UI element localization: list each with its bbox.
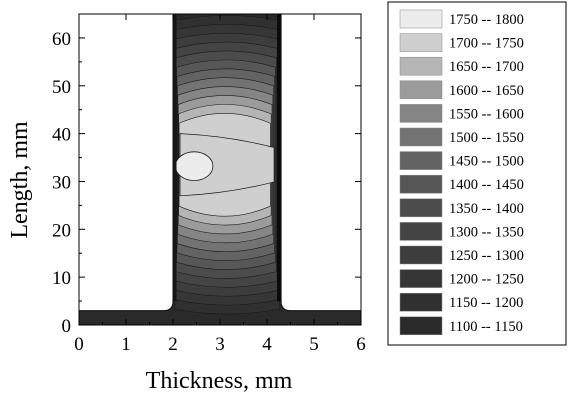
legend-label: 1200 -- 1250 [449,272,524,288]
legend-swatch [399,222,443,241]
legend-swatch [399,104,443,123]
y-tick-label: 60 [52,29,71,50]
x-tick-label: 3 [215,334,225,355]
y-tick-label: 50 [52,77,71,98]
x-tick-label: 4 [262,334,272,355]
legend-label: 1550 -- 1600 [449,106,524,122]
legend-swatch [399,198,443,218]
legend-swatch [399,174,443,194]
y-tick-label: 30 [52,172,71,193]
x-tick-label: 5 [309,334,319,355]
legend-label: 1500 -- 1550 [449,130,524,146]
legend-swatch [399,269,443,288]
legend-label: 1350 -- 1400 [449,201,524,217]
legend-label: 1300 -- 1350 [449,224,524,240]
y-tick-label: 10 [52,268,71,289]
y-tick-label: 0 [62,316,72,337]
legend-swatch [399,127,443,147]
x-axis-title: Thickness, mm [146,368,293,394]
legend-label: 1100 -- 1150 [449,319,523,335]
legend: 1750 -- 1800 1700 -- 1750 1650 -- 1700 1600… [387,1,567,346]
y-tick-label: 20 [52,220,71,241]
legend-label: 1400 -- 1450 [449,177,524,193]
legend-swatch [399,245,443,265]
legend-swatch [399,9,443,29]
legend-label: 1750 -- 1800 [449,12,524,28]
y-tick-label: 40 [52,125,71,146]
legend-label: 1450 -- 1500 [449,154,524,170]
legend-label: 1250 -- 1300 [449,248,524,264]
legend-swatch [399,316,443,336]
peak-zone [174,151,214,181]
legend-swatch [399,33,443,52]
x-tick-label: 0 [74,334,84,355]
legend-label: 1150 -- 1200 [449,295,523,311]
legend-swatch [399,56,443,76]
legend-swatch [399,151,443,170]
legend-label: 1700 -- 1750 [449,36,524,52]
x-tick-label: 2 [168,334,178,355]
plot-area [78,13,362,326]
legend-swatch [399,292,443,312]
legend-label: 1650 -- 1700 [449,59,524,75]
x-tick-label: 6 [356,334,366,355]
x-tick-label: 1 [121,334,131,355]
legend-label: 1600 -- 1650 [449,83,524,99]
legend-swatch [399,80,443,100]
y-axis-title: Length, mm [7,121,33,239]
warm-zone [179,133,275,197]
